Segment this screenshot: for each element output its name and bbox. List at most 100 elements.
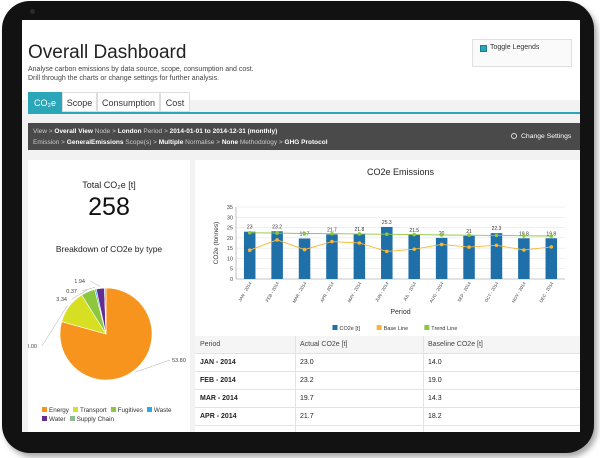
table-row[interactable]: APR - 2014 21.7 18.2 — [195, 408, 580, 425]
pie-slice-label: 3.34 — [56, 297, 67, 303]
bar-sep-2014[interactable] — [463, 235, 475, 279]
x-tick-label: AUG - 2014 — [429, 281, 445, 304]
breakdown-pie-chart[interactable]: 53.80 8.00 3.34 0.37 1.94 — [28, 260, 190, 406]
pie-label-leader — [71, 289, 88, 300]
co2e-emissions-chart[interactable]: CO2e Emissions 0 5 10 15 20 25 30 35 CO2e (tonnes… — [195, 160, 580, 336]
x-tick-label: JAN - 2014 — [237, 281, 253, 303]
pie-legend-item-water[interactable]: Water — [42, 415, 66, 424]
pie-label-leader — [134, 359, 171, 373]
line-series-base-line — [249, 239, 552, 252]
cell-actual: 23.0 — [300, 359, 314, 366]
x-tick-label: JUN - 2014 — [374, 281, 390, 303]
legend-swatch — [69, 416, 75, 421]
point-base-line — [384, 249, 389, 254]
chart-legend-swatch — [424, 325, 430, 330]
chart-legend-label: Trend Line — [431, 326, 457, 332]
table-row[interactable]: MAR - 2014 19.7 14.3 — [195, 390, 580, 407]
pie-legend-item-fugitives[interactable]: Fugitives — [110, 406, 143, 415]
bar-jan-2014[interactable] — [243, 231, 256, 279]
tab-cost[interactable]: Cost — [160, 92, 190, 112]
cell-actual: 19.7 — [300, 395, 314, 402]
bar-feb-2014[interactable] — [271, 231, 283, 279]
change-settings-button[interactable]: Change Settings — [511, 133, 571, 140]
breakdown-title: Breakdown of CO2e by type — [55, 244, 163, 254]
bar-value-label: 21 — [466, 229, 472, 235]
cell-baseline: 14.0 — [428, 359, 442, 366]
legend-label: Supply Chain — [76, 416, 115, 423]
table-row[interactable]: FEB - 2014 23.2 19.0 — [195, 372, 580, 389]
node-value[interactable]: London — [117, 128, 142, 135]
pie-legend-item-energy[interactable]: Energy — [42, 406, 69, 415]
scope-value[interactable]: Multiple — [158, 139, 184, 146]
x-tick-label: FEB - 2014 — [265, 281, 281, 303]
bar-oct-2014[interactable] — [490, 233, 503, 279]
y-tick-label: 0 — [230, 277, 233, 283]
legend-swatch — [146, 407, 152, 412]
emission-value[interactable]: GeneralEmissions — [66, 139, 124, 146]
page-title: Overall Dashboard — [28, 42, 187, 63]
point-base-line — [247, 248, 252, 252]
x-tick-label: OCT - 2014 — [484, 281, 500, 304]
point-base-line — [412, 247, 417, 251]
y-tick-label: 30 — [227, 215, 233, 221]
bar-aug-2014[interactable] — [435, 237, 448, 279]
bar-value-label: 23 — [247, 225, 253, 231]
pie-legend-item-supply-chain[interactable]: Supply Chain — [69, 415, 115, 424]
pie-legend-item-waste[interactable]: Waste — [146, 406, 172, 415]
tab-co2e[interactable]: CO₂e — [28, 92, 62, 112]
toggle-legends-checkbox[interactable] — [480, 45, 487, 52]
tablet-frame: Overall Dashboard Analyse carbon emissio… — [2, 1, 594, 453]
methodology-value[interactable]: GHG Protocol — [284, 139, 328, 146]
period-value[interactable]: 2014-01-01 to 2014-12-31 (monthly) — [169, 128, 278, 135]
subtitle-line-1: Analyse carbon emissions by data source,… — [28, 66, 254, 73]
y-tick-label: 35 — [227, 205, 233, 211]
page-subtitle: Analyse carbon emissions by data source,… — [28, 65, 328, 83]
node-key: Node > — [94, 128, 116, 135]
settings-row-2: Emission > GeneralEmissions Scope(s) > M… — [33, 139, 328, 146]
table-row[interactable]: JAN - 2014 23.0 14.0 — [195, 354, 580, 371]
header-baseline[interactable]: Baseline CO2e [t] — [428, 341, 483, 348]
bar-jul-2014[interactable] — [408, 234, 420, 279]
y-tick-label: 20 — [227, 236, 233, 242]
legend-label: Waste — [153, 407, 172, 414]
point-base-line — [302, 247, 307, 252]
cell-period: JAN - 2014 — [200, 359, 236, 366]
pie-label-leader — [89, 280, 101, 287]
point-base-line — [549, 245, 554, 249]
y-tick-label: 5 — [230, 267, 233, 273]
summary-panel: Total CO₂e [t] 258 Breakdown of CO2e by … — [28, 160, 190, 432]
x-axis-label: Period — [390, 309, 410, 316]
bar-value-label: 21.8 — [355, 227, 365, 233]
x-tick-label: MAY - 2014 — [347, 281, 363, 304]
pie-legend-item-transport[interactable]: Transport — [72, 406, 107, 415]
x-tick-label: APR - 2014 — [319, 281, 335, 304]
point-trend-line — [467, 233, 471, 237]
bar-may-2014[interactable] — [353, 234, 366, 279]
header-period[interactable]: Period — [200, 341, 221, 348]
view-value[interactable]: Overall View — [54, 128, 93, 135]
camera-dot — [30, 9, 35, 14]
view-key: View > — [33, 128, 53, 135]
point-base-line — [522, 248, 526, 252]
bar-apr-2014[interactable] — [326, 234, 338, 279]
tab-consumption[interactable]: Consumption — [97, 92, 160, 112]
pie-slice-supply-chain[interactable] — [104, 287, 107, 335]
pie-slice-label: 0.37 — [66, 289, 77, 295]
x-tick-label: DEC - 2014 — [538, 281, 554, 304]
pie-label-leader — [41, 305, 68, 347]
period-key: Period > — [143, 128, 168, 135]
toggle-legends-control[interactable]: Toggle Legends — [472, 39, 572, 67]
bar-dec-2014[interactable] — [545, 238, 558, 279]
gear-icon — [511, 133, 517, 139]
bar-nov-2014[interactable] — [518, 238, 530, 279]
line-series-trend-line — [249, 232, 552, 237]
table-header-row: Period Actual CO2e [t] Baseline CO2e [t] — [195, 336, 580, 353]
point-trend-line — [522, 234, 526, 238]
bar-mar-2014[interactable] — [298, 238, 311, 279]
normalise-value[interactable]: None — [221, 139, 239, 146]
header-actual[interactable]: Actual CO2e [t] — [300, 341, 348, 348]
point-base-line — [357, 241, 362, 245]
tab-scope[interactable]: Scope — [62, 92, 97, 112]
row-divider — [195, 425, 580, 426]
emissions-panel: CO2e Emissions 0 5 10 15 20 25 30 35 CO2e (tonnes… — [195, 160, 580, 432]
